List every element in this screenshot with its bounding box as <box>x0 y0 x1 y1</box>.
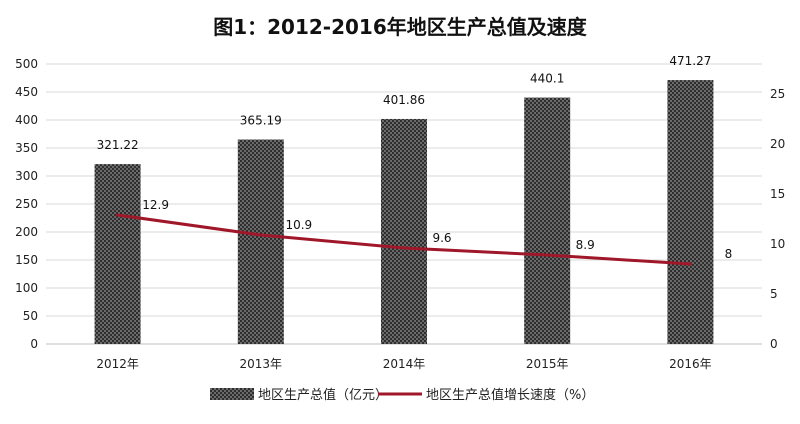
line-data-label: 10.9 <box>285 218 312 232</box>
bar-data-label: 440.1 <box>530 72 564 86</box>
legend: 地区生产总值（亿元） 地区生产总值增长速度（%） <box>210 387 594 403</box>
bar-data-label: 401.86 <box>383 93 425 107</box>
y-left-tick-label: 350 <box>15 141 38 155</box>
bar-data-label: 365.19 <box>240 113 282 127</box>
legend-line-label: 地区生产总值增长速度（%） <box>426 387 594 403</box>
x-tick-label: 2012年 <box>96 357 139 371</box>
y-left-tick-label: 450 <box>15 85 38 99</box>
line-point <box>545 253 549 257</box>
bar-data-label: 471.27 <box>669 54 711 68</box>
chart-title: 图1：2012-2016年地区生产总值及速度 <box>213 15 588 39</box>
legend-bar-swatch <box>210 388 254 400</box>
bar-series <box>94 80 714 344</box>
legend-bar-label: 地区生产总值（亿元） <box>258 387 388 403</box>
data-labels: 321.22 365.19 401.86 440.1 471.27 12.9 10.9 9.6… <box>97 54 733 261</box>
axes: 0 50 100 150 200 250 300 350 400 450 500 0 5 10 15 20 25… <box>15 57 785 371</box>
y-left-tick-label: 300 <box>15 169 38 183</box>
line-data-label: 9.6 <box>432 231 451 245</box>
y-left-tick-label: 500 <box>15 57 38 71</box>
y-right-tick-label: 15 <box>770 187 785 201</box>
x-tick-label: 2016年 <box>669 357 712 371</box>
y-left-tick-label: 100 <box>15 281 38 295</box>
y-right-tick-label: 5 <box>770 287 778 301</box>
x-tick-label: 2015年 <box>526 357 569 371</box>
line-point <box>688 262 692 266</box>
y-left-tick-label: 250 <box>15 197 38 211</box>
x-tick-label: 2014年 <box>383 357 426 371</box>
bar-data-label: 321.22 <box>97 138 139 152</box>
bar <box>237 139 284 344</box>
line-data-label: 8 <box>725 247 733 261</box>
line-point <box>259 233 263 237</box>
x-tick-label: 2013年 <box>240 357 283 371</box>
bar <box>667 80 714 344</box>
line-data-label: 8.9 <box>576 238 595 252</box>
bar <box>94 164 141 344</box>
bar <box>381 118 427 344</box>
y-left-tick-label: 0 <box>30 337 38 351</box>
line-data-label: 12.9 <box>142 198 169 212</box>
line-series <box>116 213 692 266</box>
y-left-tick-label: 200 <box>15 225 38 239</box>
bar <box>524 97 571 344</box>
y-right-tick-label: 25 <box>770 87 785 101</box>
y-left-tick-label: 400 <box>15 113 38 127</box>
line-point <box>116 213 120 217</box>
y-right-tick-label: 20 <box>770 137 785 151</box>
y-right-tick-label: 0 <box>770 337 778 351</box>
line-point <box>402 246 406 250</box>
y-left-tick-label: 50 <box>23 309 38 323</box>
y-right-tick-label: 10 <box>770 237 785 251</box>
y-left-tick-label: 150 <box>15 253 38 267</box>
